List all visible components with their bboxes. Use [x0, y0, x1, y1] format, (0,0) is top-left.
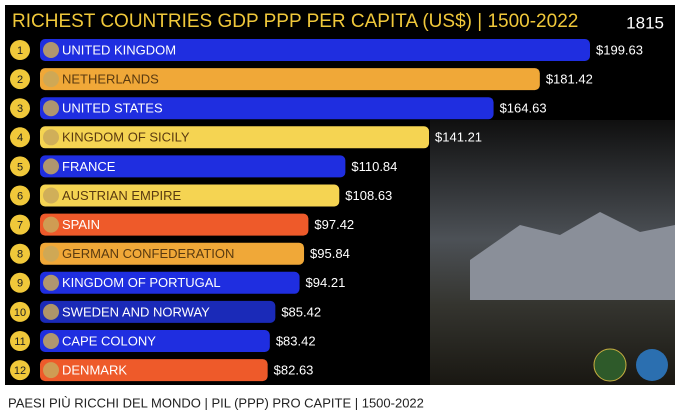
category-label: SWEDEN AND NORWAY — [62, 304, 210, 319]
value-label: $110.84 — [351, 159, 397, 174]
rank-badge — [10, 272, 30, 293]
bar — [40, 155, 346, 178]
category-label: UNITED KINGDOM — [62, 42, 176, 57]
bar — [40, 213, 309, 236]
value-label: $94.21 — [306, 275, 346, 290]
emblem — [43, 71, 59, 88]
rank-badge — [10, 185, 30, 206]
bar — [40, 126, 430, 149]
rank-badge — [10, 243, 30, 264]
value-label: $141.21 — [435, 130, 482, 145]
rank-badge — [10, 156, 30, 177]
bar — [40, 359, 268, 382]
rank-label: 9 — [17, 278, 23, 290]
rank-badge — [10, 360, 30, 381]
category-label: KINGDOM OF SICILY — [62, 130, 190, 145]
category-label: FRANCE — [62, 159, 116, 174]
rank-label: 6 — [17, 190, 23, 202]
chart-title: RICHEST COUNTRIES GDP PPP PER CAPITA (US… — [12, 11, 578, 32]
rank-badge — [10, 301, 30, 322]
caption: PAESI PIÙ RICCHI DEL MONDO | PIL (PPP) P… — [8, 395, 424, 410]
bar — [40, 97, 494, 120]
logo — [636, 349, 668, 381]
bar — [40, 271, 300, 294]
bar — [40, 39, 590, 61]
value-label: $82.63 — [274, 363, 314, 378]
rank-badge — [10, 331, 30, 351]
rank-badge — [10, 40, 30, 60]
category-label: KINGDOM OF PORTUGAL — [62, 275, 221, 290]
value-label: $108.63 — [345, 188, 392, 203]
emblem — [43, 274, 59, 291]
bar — [40, 242, 305, 265]
emblem — [43, 129, 59, 146]
value-label: $164.63 — [500, 101, 547, 116]
rank-label: 1 — [17, 45, 23, 57]
rank-label: 2 — [17, 74, 23, 86]
emblem — [43, 187, 59, 204]
rank-badge — [10, 214, 30, 235]
rank-label: 7 — [17, 220, 23, 232]
value-label: $83.42 — [276, 333, 316, 348]
emblem — [43, 303, 59, 320]
value-label: $85.42 — [281, 304, 321, 319]
rank-label: 10 — [14, 307, 26, 319]
bar — [40, 300, 276, 323]
value-label: $199.63 — [596, 42, 643, 57]
emblem — [43, 158, 59, 175]
rank-label: 3 — [17, 103, 23, 115]
category-label: DENMARK — [62, 363, 127, 378]
rank-label: 11 — [14, 336, 25, 348]
emblem — [43, 216, 59, 233]
category-label: AUSTRIAN EMPIRE — [62, 188, 182, 203]
rank-badge — [10, 98, 30, 119]
rank-label: 4 — [17, 132, 23, 144]
rank-label: 12 — [14, 365, 26, 377]
value-label: $95.84 — [310, 246, 350, 261]
rank-badge — [10, 127, 30, 148]
category-label: GERMAN CONFEDERATION — [62, 246, 234, 261]
emblem — [43, 362, 59, 379]
bar — [40, 68, 540, 91]
emblem — [43, 333, 59, 349]
bar — [40, 184, 340, 207]
emblem — [43, 100, 59, 117]
category-label: NETHERLANDS — [62, 72, 159, 87]
category-label: UNITED STATES — [62, 101, 163, 116]
value-label: $97.42 — [314, 217, 354, 232]
bar — [40, 330, 270, 352]
year: 1815 — [626, 13, 664, 32]
rank-label: 8 — [17, 249, 23, 261]
emblem — [43, 245, 59, 262]
emblem — [43, 42, 59, 58]
category-label: SPAIN — [62, 217, 100, 232]
mountains — [470, 212, 675, 300]
category-label: CAPE COLONY — [62, 333, 156, 348]
rank-badge — [10, 69, 30, 90]
value-label: $181.42 — [546, 72, 593, 87]
rank-label: 5 — [17, 161, 23, 173]
logo — [593, 348, 627, 382]
